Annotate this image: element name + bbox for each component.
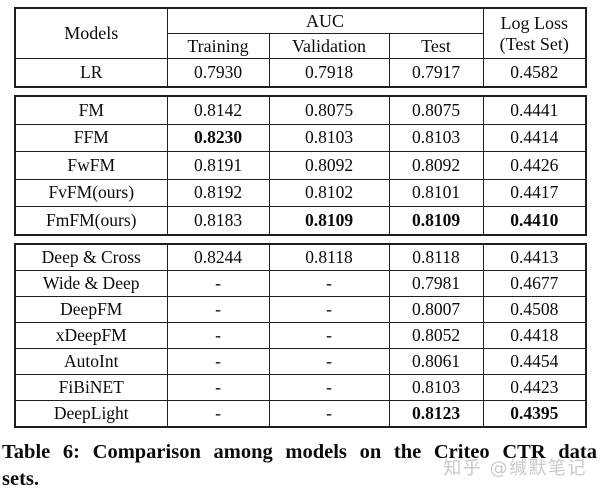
cell-logloss: 0.4426: [482, 151, 587, 180]
cell-logloss: 0.4418: [482, 321, 587, 349]
cell-validation: -: [268, 295, 390, 323]
table-row: DeepFM - - 0.8007 0.4508: [14, 295, 587, 323]
table-row: FFM 0.8230 0.8103 0.8103 0.4414: [14, 123, 587, 152]
cell-training: 0.8230: [166, 123, 270, 152]
header-logloss: Log Loss (Test Set): [482, 7, 587, 59]
cell-test: 0.8103: [388, 123, 484, 152]
table-row: Wide & Deep - - 0.7981 0.4677: [14, 269, 587, 297]
header-models: Models: [14, 7, 168, 59]
cell-model: DeepLight: [14, 399, 168, 427]
cell-logloss: 0.4414: [482, 123, 587, 152]
table-row: FM 0.8142 0.8075 0.8075 0.4441: [14, 95, 587, 125]
cell-training: -: [166, 321, 270, 349]
table-block-fm-family: FM 0.8142 0.8075 0.8075 0.4441 FFM 0.823…: [14, 95, 587, 236]
header-training: Training: [166, 33, 270, 59]
cell-model: DeepFM: [14, 295, 168, 323]
table-block-deep-models: Deep & Cross 0.8244 0.8118 0.8118 0.4413…: [14, 242, 587, 428]
cell-logloss: 0.4395: [482, 399, 587, 427]
cell-validation: -: [268, 321, 390, 349]
cell-training: 0.8192: [166, 178, 270, 207]
cell-logloss: 0.4441: [482, 95, 587, 125]
cell-test: 0.8007: [388, 295, 484, 323]
cell-model: FvFM(ours): [14, 178, 168, 207]
cell-test: 0.7917: [388, 58, 484, 88]
cell-test: 0.8103: [388, 373, 484, 401]
table-row: Deep & Cross 0.8244 0.8118 0.8118 0.4413: [14, 243, 587, 271]
cell-model: FmFM(ours): [14, 206, 168, 235]
cell-logloss: 0.4410: [482, 206, 587, 235]
cell-model: FwFM: [14, 151, 168, 180]
cell-training: -: [166, 347, 270, 375]
cell-training: 0.8244: [166, 243, 270, 271]
zhihu-watermark: 知乎 @缄默笔记: [443, 458, 587, 479]
cell-model: AutoInt: [14, 347, 168, 375]
cell-logloss: 0.4417: [482, 178, 587, 207]
cell-test: 0.7981: [388, 269, 484, 297]
cell-test: 0.8101: [388, 178, 484, 207]
cell-model: FiBiNET: [14, 373, 168, 401]
cell-model: xDeepFM: [14, 321, 168, 349]
cell-training: -: [166, 295, 270, 323]
cell-test: 0.8052: [388, 321, 484, 349]
cell-validation: 0.8118: [268, 243, 390, 271]
header-test: Test: [388, 33, 484, 59]
cell-logloss: 0.4582: [482, 58, 587, 88]
caption-line-2: sets.: [2, 468, 40, 490]
cell-model: FFM: [14, 123, 168, 152]
cell-training: -: [166, 269, 270, 297]
cell-validation: -: [268, 399, 390, 427]
cell-logloss: 0.4677: [482, 269, 587, 297]
table-row: AutoInt - - 0.8061 0.4454: [14, 347, 587, 375]
cell-training: 0.7930: [166, 58, 270, 88]
cell-test: 0.8092: [388, 151, 484, 180]
table-caption: Table 6: Comparison among models on the …: [2, 439, 597, 493]
cell-logloss: 0.4413: [482, 243, 587, 271]
cell-test: 0.8118: [388, 243, 484, 271]
table-block-header: Models AUC Log Loss (Test Set) Training …: [14, 7, 588, 88]
cell-validation: -: [268, 373, 390, 401]
table-row: FwFM 0.8191 0.8092 0.8092 0.4426: [14, 151, 587, 180]
caption-line-1: Table 6: Comparison among models on the …: [2, 441, 597, 463]
cell-validation: 0.8075: [268, 95, 390, 125]
cell-test: 0.8123: [388, 399, 484, 427]
cell-validation: 0.8092: [268, 151, 390, 180]
cell-model: LR: [14, 58, 168, 88]
cell-validation: -: [268, 347, 390, 375]
cell-logloss: 0.4423: [482, 373, 587, 401]
header-logloss-line1: Log Loss: [500, 12, 569, 33]
table-row: DeepLight - - 0.8123 0.4395: [14, 399, 587, 427]
cell-model: Deep & Cross: [14, 243, 168, 271]
cell-training: 0.8142: [166, 95, 270, 125]
cell-validation: -: [268, 269, 390, 297]
cell-validation: 0.8109: [268, 206, 390, 235]
cell-validation: 0.7918: [268, 58, 390, 88]
cell-training: 0.8183: [166, 206, 270, 235]
header-row-1: Models AUC Log Loss (Test Set): [14, 7, 587, 59]
header-validation: Validation: [268, 33, 390, 59]
header-auc: AUC: [166, 7, 484, 34]
cell-test: 0.8061: [388, 347, 484, 375]
table-row: FiBiNET - - 0.8103 0.4423: [14, 373, 587, 401]
cell-validation: 0.8103: [268, 123, 390, 152]
header-row-2: Training Validation Test: [15, 33, 586, 59]
cell-model: Wide & Deep: [14, 269, 168, 297]
cell-training: -: [166, 399, 270, 427]
table-row: LR 0.7930 0.7918 0.7917 0.4582: [14, 58, 587, 88]
cell-validation: 0.8102: [268, 178, 390, 207]
cell-model: FM: [14, 95, 168, 125]
table-row: FmFM(ours) 0.8183 0.8109 0.8109 0.4410: [14, 206, 587, 235]
cell-training: 0.8191: [166, 151, 270, 180]
cell-logloss: 0.4454: [482, 347, 587, 375]
results-table: Models AUC Log Loss (Test Set) Training …: [14, 7, 588, 428]
table-row: FvFM(ours) 0.8192 0.8102 0.8101 0.4417: [14, 178, 587, 207]
table-row: xDeepFM - - 0.8052 0.4418: [14, 321, 587, 349]
cell-logloss: 0.4508: [482, 295, 587, 323]
cell-training: -: [166, 373, 270, 401]
header-logloss-line2: (Test Set): [499, 33, 569, 54]
cell-test: 0.8075: [388, 95, 484, 125]
cell-test: 0.8109: [388, 206, 484, 235]
